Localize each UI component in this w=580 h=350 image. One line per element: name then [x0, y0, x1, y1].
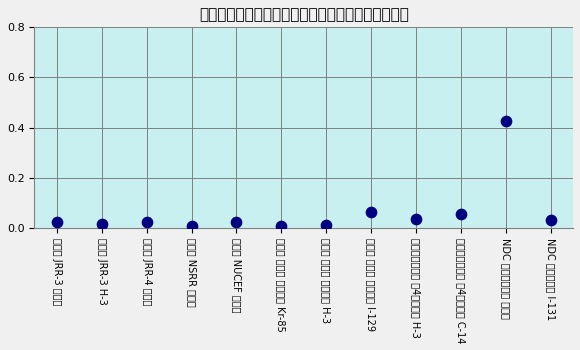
Point	[142, 219, 151, 224]
Point	[456, 211, 466, 217]
Point	[501, 119, 510, 124]
Point	[52, 219, 61, 224]
Point	[232, 220, 241, 225]
Point	[187, 223, 196, 229]
Point	[277, 223, 286, 229]
Point	[97, 222, 106, 227]
Title: 排気中の主要放射性核種の管理目標値に対する割合: 排気中の主要放射性核種の管理目標値に対する割合	[199, 7, 409, 22]
Point	[546, 218, 555, 223]
Point	[321, 223, 331, 228]
Point	[411, 216, 420, 222]
Point	[367, 209, 376, 215]
